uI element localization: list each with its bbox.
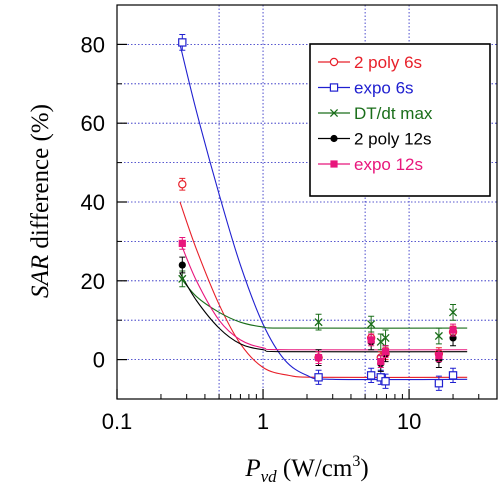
x-tick-label: 0.1 (102, 409, 133, 434)
data-points (178, 34, 458, 391)
legend-marker-dt-dt-max (329, 108, 339, 118)
fit-curve-expo-12s (179, 241, 468, 351)
x-axis-title-sup: 3 (352, 453, 360, 470)
legend-label-2-poly-6s: 2 poly 6s (354, 53, 422, 72)
y-axis-title: SAR difference (%) (27, 104, 54, 298)
x-axis-title-close: ) (360, 455, 368, 482)
point-expo-6s (366, 371, 376, 380)
legend-label-2-poly-12s: 2 poly 12s (354, 130, 432, 149)
point-2-poly-12s (178, 261, 186, 269)
point-expo-6s (178, 38, 187, 47)
point-dt-dt-max (314, 318, 323, 327)
fit-curve-dt-dt-max (179, 276, 468, 329)
fit-curve-2-poly-12s (179, 272, 468, 353)
fit-curve-expo-6s (179, 44, 468, 381)
point-dt-dt-max (448, 308, 458, 317)
x-tick-label: 1 (257, 409, 269, 434)
y-tick-label: 80 (81, 32, 105, 57)
y-tick-label: 60 (81, 111, 105, 136)
x-tick-label: 10 (397, 409, 421, 434)
x-axis-title-italic: P (244, 455, 260, 482)
point-dt-dt-max (367, 320, 376, 329)
point-expo-12s (314, 354, 323, 362)
fit-curve-2-poly-6s (179, 201, 468, 379)
x-axis-title-sub: vd (261, 467, 278, 486)
y-axis-title-italic: SAR (27, 255, 54, 298)
y-tick-label: 0 (93, 348, 105, 373)
legend-marker-2-poly-6s (329, 57, 339, 67)
point-expo-6s (448, 371, 458, 380)
fit-curves (179, 44, 468, 381)
y-tick-label: 20 (81, 269, 105, 294)
legend-marker-2-poly-12s (330, 134, 338, 143)
legend-label-expo-12s: expo 12s (354, 155, 423, 174)
point-expo-12s (381, 348, 390, 356)
point-expo-6s (381, 377, 390, 386)
point-expo-12s (367, 336, 375, 344)
point-2-poly-6s (178, 180, 187, 189)
point-expo-6s (434, 379, 444, 388)
legend-label-expo-6s: expo 6s (354, 79, 414, 98)
x-axis-title-rest: (W/cm (277, 455, 353, 482)
legend-marker-expo-6s (329, 83, 339, 92)
legend-label-dt-dt-max: DT/dt max (354, 104, 433, 123)
point-expo-6s (314, 373, 323, 382)
axis-ticks: 0 20 40 60 80 0.1 1 10 (81, 32, 498, 434)
point-dt-dt-max (381, 333, 390, 342)
y-tick-label: 40 (81, 190, 105, 215)
point-expo-12s (449, 326, 457, 334)
x-axis-title: Pvd (W/cm3) (244, 453, 368, 486)
legend-marker-expo-12s (330, 160, 338, 168)
point-dt-dt-max (178, 274, 187, 283)
point-expo-12s (377, 357, 385, 366)
point-expo-12s (178, 239, 186, 247)
legend: 2 poly 6s expo 6s DT/dt max 2 poly 12s expo … (309, 43, 491, 197)
legend-box (309, 43, 491, 197)
point-expo-12s (435, 352, 443, 360)
point-dt-dt-max (434, 331, 443, 341)
y-axis-title-rest: difference (%) (27, 104, 54, 249)
